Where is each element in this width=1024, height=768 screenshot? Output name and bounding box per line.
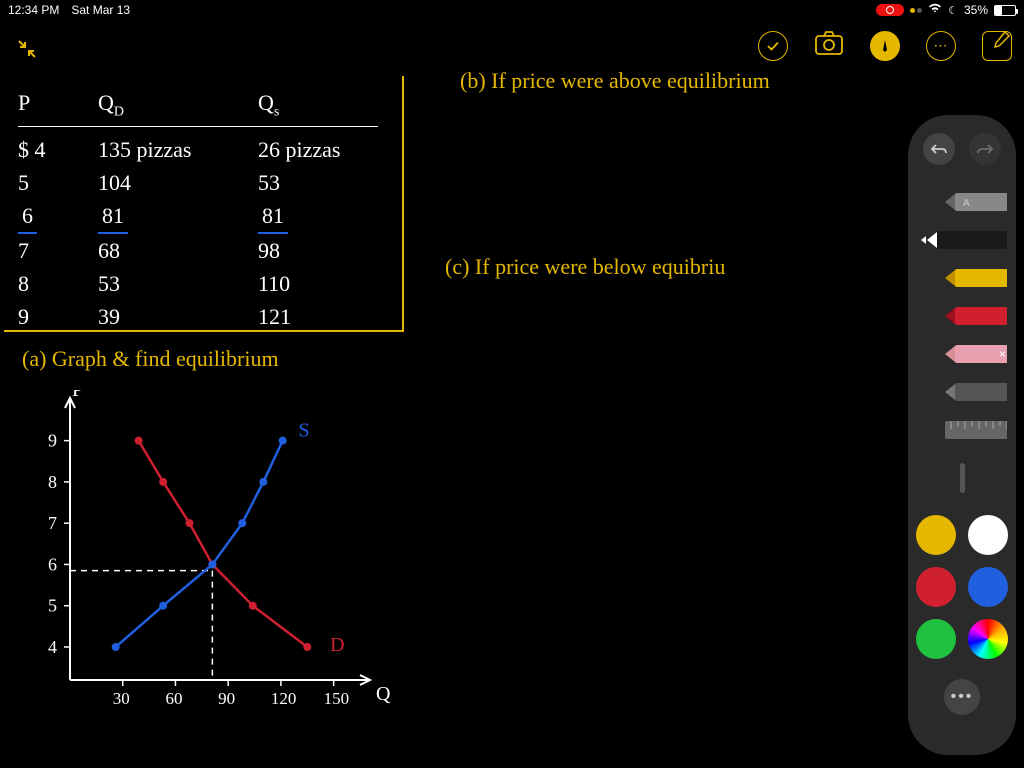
signal-indicator bbox=[910, 8, 922, 13]
drawing-tool-palette: A × bbox=[908, 115, 1016, 755]
camera-icon[interactable] bbox=[814, 30, 844, 61]
table-row: 853110 bbox=[18, 267, 378, 300]
eraser-tool[interactable]: × bbox=[917, 335, 1007, 373]
screen-record-indicator[interactable] bbox=[876, 4, 904, 16]
table-row: $ 4135 pizzas26 pizzas bbox=[18, 133, 378, 166]
svg-text:6: 6 bbox=[48, 554, 57, 574]
question-b: (b) If price were above equilibrium bbox=[460, 68, 770, 94]
svg-text:90: 90 bbox=[218, 689, 235, 708]
color-swatch[interactable] bbox=[968, 515, 1008, 555]
svg-text:150: 150 bbox=[324, 689, 350, 708]
more-icon[interactable]: ⋯ bbox=[926, 31, 956, 61]
status-date: Sat Mar 13 bbox=[71, 3, 130, 17]
table-row: 510453 bbox=[18, 166, 378, 199]
header-qd: QD bbox=[98, 90, 258, 120]
status-time: 12:34 PM bbox=[8, 3, 59, 17]
supply-demand-chart: P Q 30 60 90 120 150 4 5 6 7 8 9 D S bbox=[30, 390, 390, 735]
battery-pct: 35% bbox=[964, 3, 988, 17]
question-c: (c) If price were below equibriu bbox=[445, 254, 725, 280]
svg-text:A: A bbox=[963, 198, 970, 209]
svg-text:60: 60 bbox=[165, 689, 182, 708]
marker-tool[interactable] bbox=[917, 297, 1007, 335]
redo-button[interactable] bbox=[969, 133, 1001, 165]
table-row: 68181 bbox=[18, 199, 378, 234]
svg-text:4: 4 bbox=[48, 637, 57, 657]
svg-text:9: 9 bbox=[48, 431, 57, 451]
lasso-tool[interactable] bbox=[917, 373, 1007, 411]
header-p: P bbox=[18, 90, 98, 120]
color-picker-grid bbox=[916, 515, 1008, 659]
table-row: 76898 bbox=[18, 234, 378, 267]
svg-text:30: 30 bbox=[113, 689, 130, 708]
supply-demand-table: P QD Qs $ 4135 pizzas26 pizzas5104536818… bbox=[18, 90, 378, 333]
svg-text:5: 5 bbox=[48, 596, 57, 616]
color-swatch[interactable] bbox=[916, 619, 956, 659]
color-swatch[interactable] bbox=[968, 567, 1008, 607]
svg-text:Q: Q bbox=[376, 683, 390, 705]
svg-text:S: S bbox=[298, 420, 309, 442]
svg-text:7: 7 bbox=[48, 513, 57, 533]
check-icon[interactable] bbox=[758, 31, 788, 61]
ruler-tool[interactable] bbox=[917, 411, 1007, 449]
svg-text:×: × bbox=[999, 347, 1006, 361]
svg-text:8: 8 bbox=[48, 472, 57, 492]
status-bar: 12:34 PM Sat Mar 13 ☾ 35% bbox=[0, 0, 1024, 20]
svg-text:P: P bbox=[72, 390, 83, 401]
highlighter-tool[interactable] bbox=[917, 259, 1007, 297]
pen-tool[interactable] bbox=[917, 221, 1007, 259]
color-swatch[interactable] bbox=[916, 567, 956, 607]
pencil-tool[interactable]: A bbox=[917, 183, 1007, 221]
palette-more-button[interactable]: ••• bbox=[944, 679, 980, 715]
palette-divider bbox=[960, 463, 965, 493]
wifi-icon bbox=[928, 3, 942, 17]
markup-icon[interactable] bbox=[870, 31, 900, 61]
question-a: (a) Graph & find equilibrium bbox=[22, 346, 279, 372]
color-swatch[interactable] bbox=[968, 619, 1008, 659]
table-row: 939121 bbox=[18, 300, 378, 333]
top-toolbar: ⋯ bbox=[758, 30, 1012, 61]
compose-icon[interactable] bbox=[982, 31, 1012, 61]
undo-button[interactable] bbox=[923, 133, 955, 165]
svg-text:D: D bbox=[330, 634, 344, 656]
dnd-icon: ☾ bbox=[948, 4, 958, 17]
header-qs: Qs bbox=[258, 90, 378, 120]
svg-text:120: 120 bbox=[271, 689, 297, 708]
color-swatch[interactable] bbox=[916, 515, 956, 555]
battery-icon bbox=[994, 5, 1016, 16]
collapse-icon[interactable] bbox=[16, 38, 38, 65]
